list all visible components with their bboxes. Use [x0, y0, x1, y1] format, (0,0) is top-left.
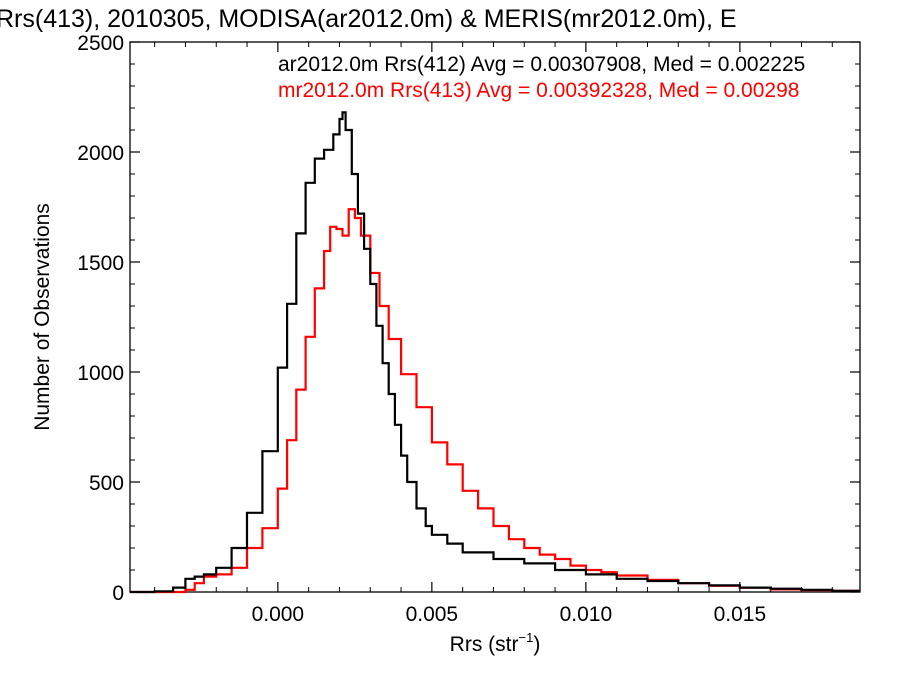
legend-entry-mr2012: mr2012.0m Rrs(413) Avg = 0.00392328, Med…	[278, 79, 799, 102]
x-tick-label: 0.015	[714, 603, 767, 626]
series-ar2012-line	[130, 111, 860, 594]
series-layer	[130, 111, 860, 594]
y-tick-label: 1500	[77, 252, 124, 275]
y-tick-labels: 0 500 1000 1500 2000 2500	[77, 32, 124, 605]
legend-entry-ar2012: ar2012.0m Rrs(412) Avg = 0.00307908, Med…	[278, 53, 805, 76]
y-tick-label: 0	[112, 582, 124, 605]
axis-ticks	[130, 41, 860, 593]
y-tick-label: 500	[89, 472, 124, 495]
x-axis-label: Rrs (str−1)	[450, 630, 541, 656]
x-tick-label: 0.005	[406, 603, 459, 626]
chart-title: Rrs(413), 2010305, MODISA(ar2012.0m) & M…	[0, 5, 737, 33]
y-tick-label: 2500	[77, 32, 124, 55]
series-mr2012-line	[130, 208, 860, 594]
plot-frame	[129, 41, 861, 593]
y-axis-label: Number of Observations	[31, 203, 54, 431]
y-tick-label: 2000	[77, 142, 124, 165]
x-tick-label: 0.010	[560, 603, 613, 626]
y-tick-label: 1000	[77, 362, 124, 385]
x-tick-label: 0.000	[252, 603, 305, 626]
x-tick-labels: 0.000 0.005 0.010 0.015	[252, 603, 767, 626]
